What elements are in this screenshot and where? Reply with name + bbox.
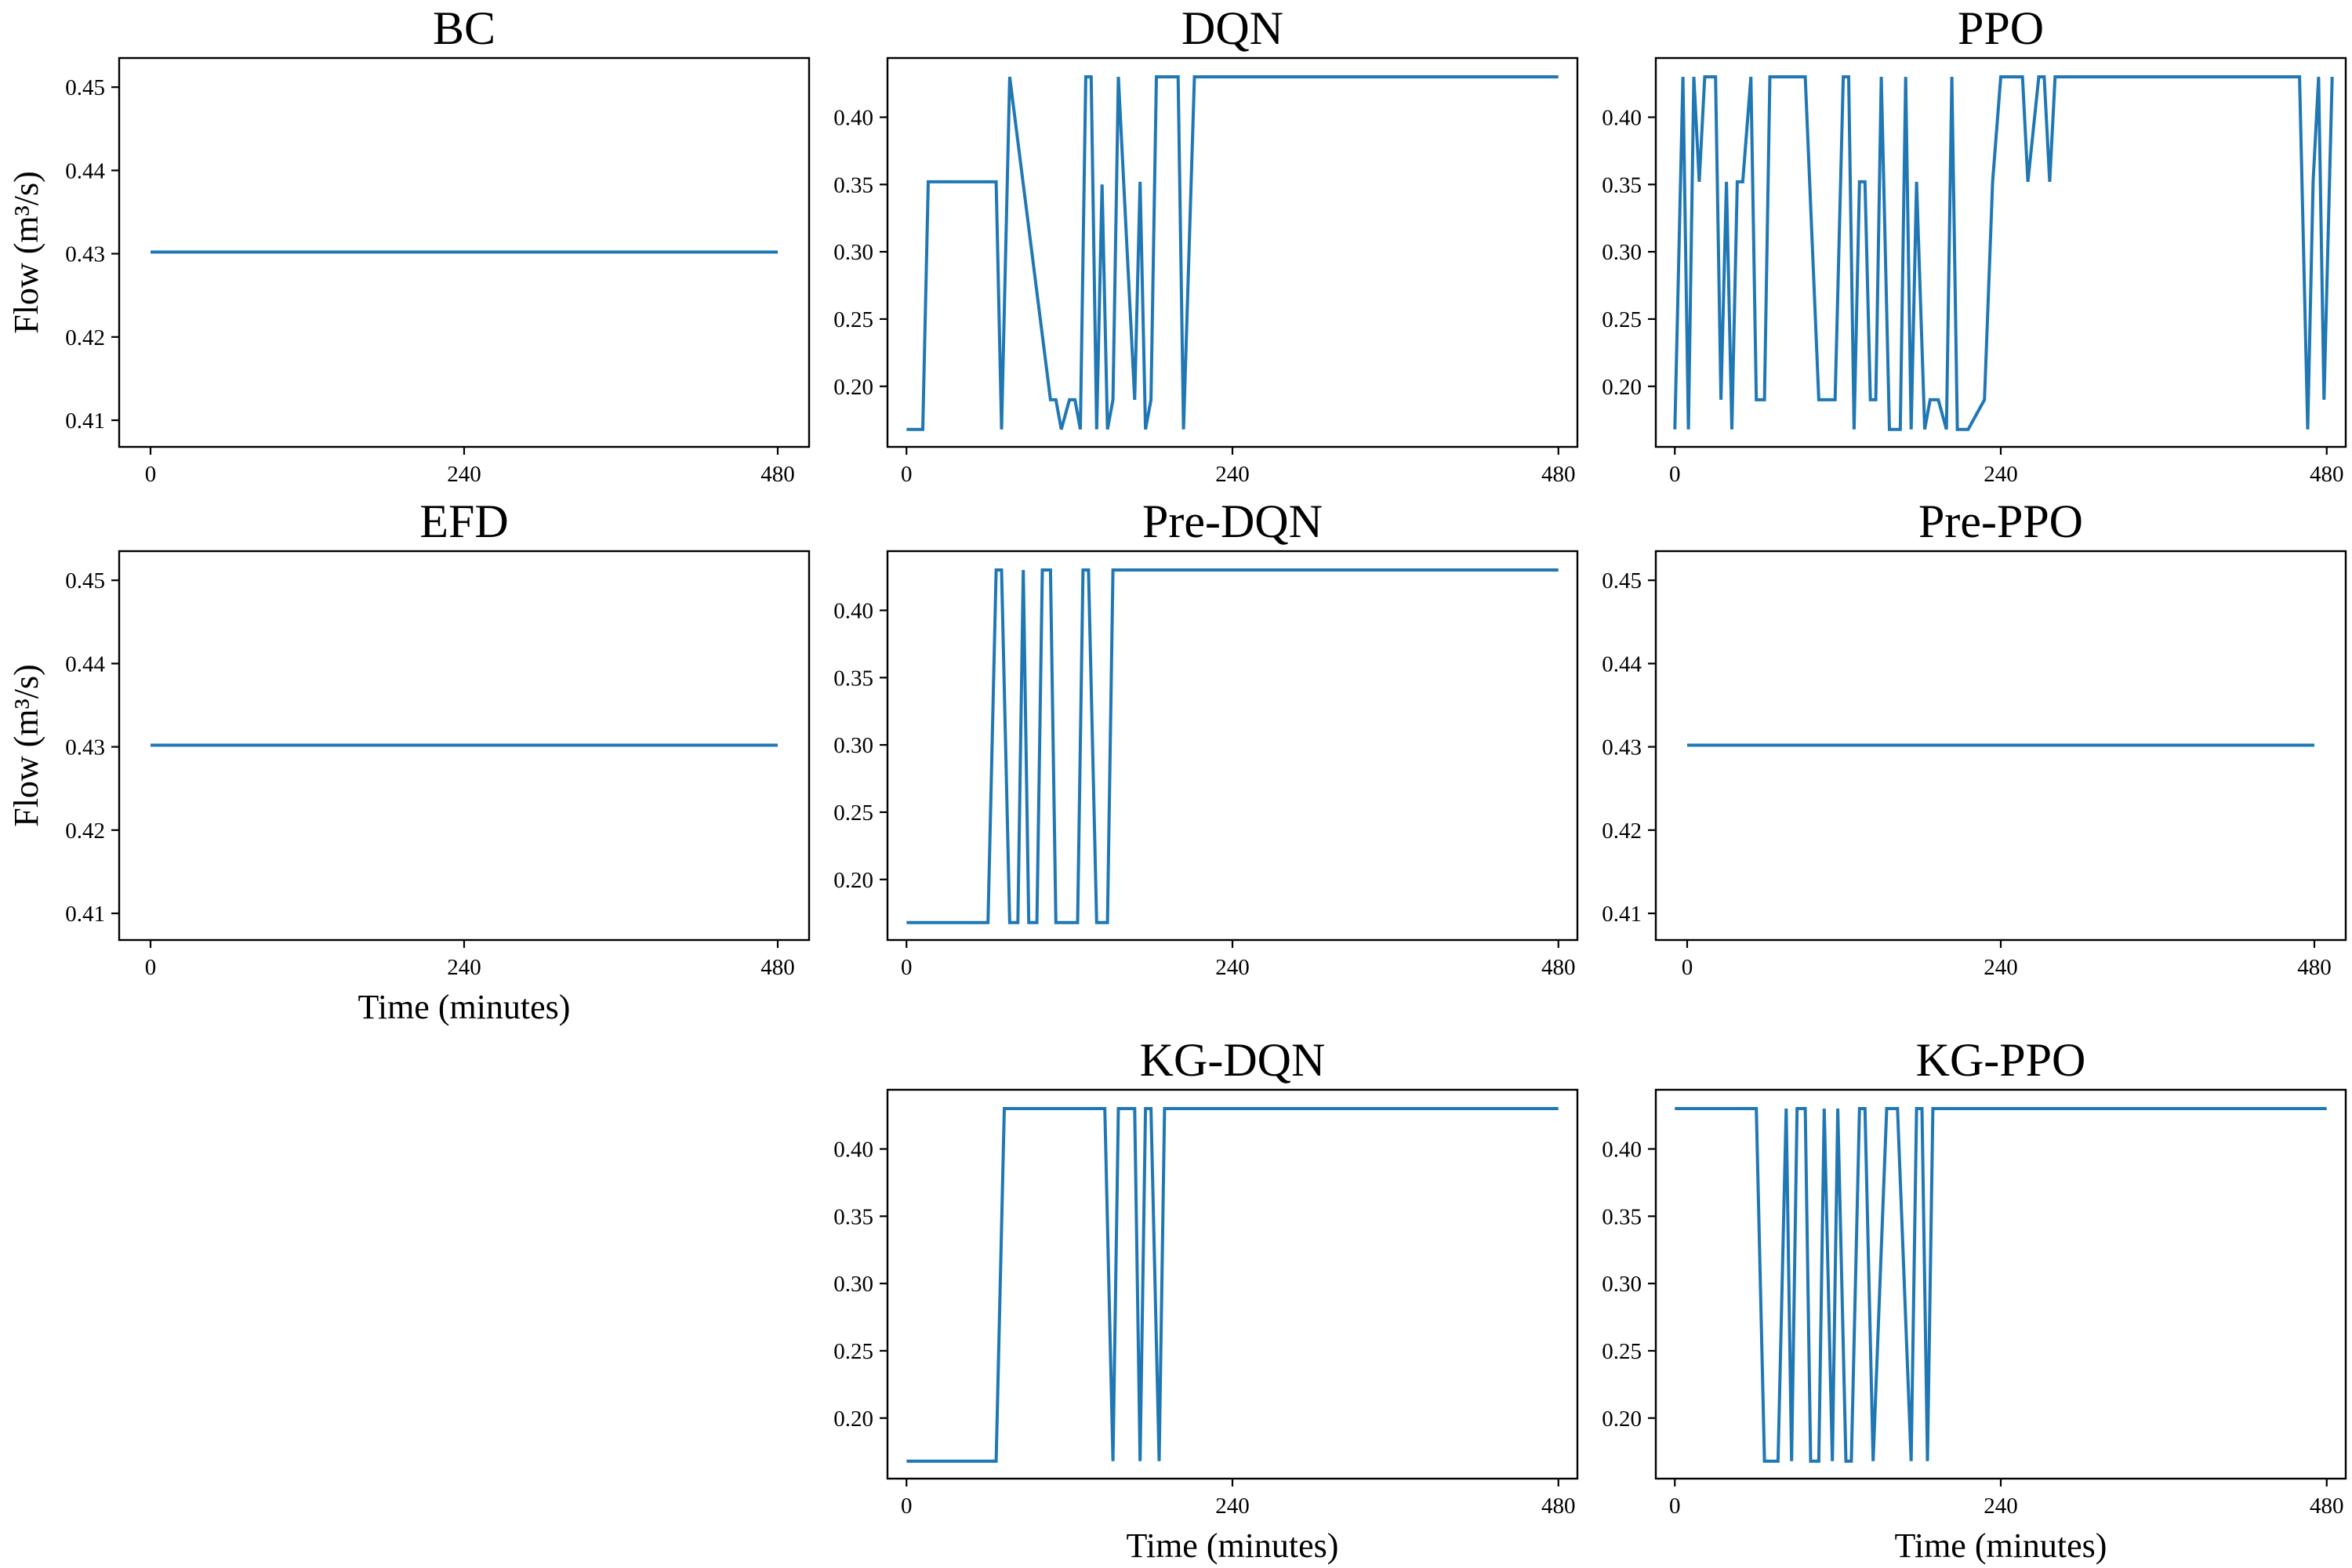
y-tick-label: 0.20	[1602, 375, 1642, 400]
y-tick-label: 0.41	[65, 902, 105, 927]
y-tick-label: 0.44	[65, 158, 105, 183]
series-line	[1675, 1107, 2327, 1463]
y-tick-label: 0.30	[833, 1272, 873, 1297]
x-tick-label: 240	[1215, 462, 1250, 487]
y-tick-label: 0.45	[65, 75, 105, 100]
y-tick-label: 0.25	[833, 1339, 873, 1364]
y-tick-label: 0.20	[1602, 1406, 1642, 1432]
y-tick-label: 0.20	[833, 1406, 873, 1432]
y-tick-label: 0.42	[65, 818, 105, 844]
x-tick-label: 480	[760, 955, 795, 980]
y-tick-label: 0.40	[833, 599, 873, 624]
x-tick-label: 240	[1984, 1494, 2018, 1519]
series-line	[1673, 75, 2334, 431]
y-tick-label: 0.44	[1602, 652, 1642, 677]
axes-frame	[886, 56, 1579, 448]
panel-bc: BC 0 240 480 0.41 0.42 0.43 0.44 0.45 Flow (m³/s)	[7, 2, 811, 487]
x-tick-label: 240	[447, 462, 481, 487]
y-tick-label: 0.35	[833, 172, 873, 198]
series-line	[906, 75, 1559, 431]
x-tick-label: 0	[901, 955, 913, 980]
y-tick-label: 0.41	[65, 408, 105, 434]
x-tick-label: 480	[2310, 462, 2344, 487]
panel-title: PPO	[1958, 2, 2044, 54]
x-tick-label: 240	[1984, 955, 2018, 980]
x-tick-label: 240	[447, 955, 481, 980]
panel-title: Pre-PPO	[1918, 495, 2083, 547]
panel-title: DQN	[1181, 2, 1283, 54]
x-tick-label: 480	[1541, 462, 1576, 487]
y-tick-label: 0.30	[1602, 1272, 1642, 1297]
panel-title: EFD	[419, 495, 508, 547]
panel-kg-dqn: KG-DQN 0 240 480 0.20 0.25 0.30 0.35 0.40 Time (m…	[833, 1034, 1579, 1565]
y-tick-label: 0.44	[65, 652, 105, 677]
y-axis-label: Flow (m³/s)	[7, 664, 45, 827]
panel-ppo: PPO 0 240 480 0.20 0.25 0.30 0.35 0.40	[1602, 2, 2347, 487]
y-tick-label: 0.25	[1602, 307, 1642, 332]
y-tick-label: 0.35	[833, 666, 873, 691]
x-tick-label: 0	[1669, 1494, 1681, 1519]
axes-frame	[886, 1088, 1579, 1480]
y-tick-label: 0.35	[1602, 172, 1642, 198]
x-axis-label: Time (minutes)	[1895, 1526, 2107, 1565]
x-tick-label: 480	[1541, 955, 1576, 980]
x-tick-label: 240	[1984, 462, 2018, 487]
panel-title: KG-DQN	[1140, 1034, 1326, 1086]
y-tick-label: 0.35	[833, 1204, 873, 1229]
x-tick-label: 480	[760, 462, 795, 487]
series-line	[906, 1107, 1559, 1463]
x-tick-label: 0	[901, 1494, 913, 1519]
panel-efd: EFD 0 240 480 0.41 0.42 0.43 0.44 0.45 Time (minu…	[7, 495, 811, 1026]
x-axis-label: Time (minutes)	[358, 988, 571, 1026]
panel-title: Pre-DQN	[1142, 495, 1323, 547]
y-tick-label: 0.43	[65, 735, 105, 760]
x-tick-label: 0	[145, 462, 157, 487]
y-tick-label: 0.40	[833, 106, 873, 131]
y-tick-label: 0.20	[833, 868, 873, 893]
x-tick-label: 480	[2310, 1494, 2344, 1519]
x-tick-label: 0	[1682, 955, 1693, 980]
y-tick-label: 0.45	[1602, 568, 1642, 593]
y-tick-label: 0.40	[833, 1138, 873, 1163]
x-tick-label: 480	[2297, 955, 2332, 980]
y-tick-label: 0.40	[1602, 106, 1642, 131]
y-tick-label: 0.25	[833, 307, 873, 332]
panel-kg-ppo: KG-PPO 0 240 480 0.20 0.25 0.30 0.35 0.40 Time (m…	[1602, 1034, 2347, 1565]
x-tick-label: 0	[901, 462, 913, 487]
y-tick-label: 0.20	[833, 375, 873, 400]
axes-frame	[1654, 56, 2347, 448]
y-tick-label: 0.45	[65, 568, 105, 593]
y-tick-label: 0.30	[833, 733, 873, 758]
x-tick-label: 0	[1669, 462, 1681, 487]
y-tick-label: 0.42	[65, 325, 105, 350]
y-tick-label: 0.43	[65, 242, 105, 267]
y-axis-label: Flow (m³/s)	[7, 171, 45, 334]
y-tick-label: 0.25	[833, 800, 873, 826]
y-tick-label: 0.35	[1602, 1204, 1642, 1229]
panel-pre-ppo: Pre-PPO 0 240 480 0.41 0.42 0.43 0.44 0.45	[1602, 495, 2347, 980]
x-tick-label: 240	[1215, 1494, 1250, 1519]
panel-title: KG-PPO	[1916, 1034, 2086, 1086]
y-tick-label: 0.42	[1602, 818, 1642, 844]
x-tick-label: 0	[145, 955, 157, 980]
y-tick-label: 0.43	[1602, 735, 1642, 760]
x-axis-label: Time (minutes)	[1127, 1526, 1339, 1565]
y-tick-label: 0.41	[1602, 902, 1642, 927]
panel-dqn: DQN 0 240 480 0.20 0.25 0.30 0.35 0.40	[833, 2, 1579, 487]
y-tick-label: 0.40	[1602, 1138, 1642, 1163]
y-tick-label: 0.30	[1602, 240, 1642, 265]
panel-title: BC	[433, 2, 495, 54]
series-line	[906, 568, 1559, 924]
panel-pre-dqn: Pre-DQN 0 240 480 0.20 0.25 0.30 0.35 0.40	[833, 495, 1579, 980]
y-tick-label: 0.30	[833, 240, 873, 265]
x-tick-label: 480	[1541, 1494, 1576, 1519]
x-tick-label: 240	[1215, 955, 1250, 980]
y-tick-label: 0.25	[1602, 1339, 1642, 1364]
